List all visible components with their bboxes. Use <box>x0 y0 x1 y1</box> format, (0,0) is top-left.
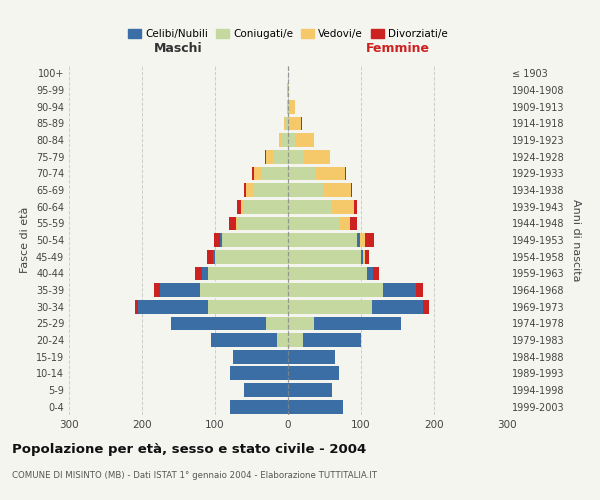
Bar <box>287 83 288 97</box>
Bar <box>214 233 220 247</box>
Bar <box>253 183 288 197</box>
Bar <box>244 200 288 213</box>
Bar <box>236 216 238 230</box>
Bar <box>288 300 372 314</box>
Bar <box>202 266 208 280</box>
Bar <box>304 150 329 164</box>
Bar <box>339 216 350 230</box>
Bar <box>288 250 361 264</box>
Bar <box>372 300 423 314</box>
Bar <box>365 233 374 247</box>
Bar <box>354 200 358 213</box>
Bar <box>350 216 358 230</box>
Bar <box>302 333 361 347</box>
Bar <box>288 150 304 164</box>
Bar <box>208 266 288 280</box>
Bar <box>238 216 288 230</box>
Bar <box>332 200 354 213</box>
Text: Popolazione per età, sesso e stato civile - 2004: Popolazione per età, sesso e stato civil… <box>12 442 366 456</box>
Bar <box>252 166 254 180</box>
Bar <box>301 116 302 130</box>
Bar <box>288 100 289 114</box>
Bar <box>288 83 289 97</box>
Bar <box>289 100 295 114</box>
Bar <box>288 200 332 213</box>
Bar <box>365 250 369 264</box>
Bar <box>329 150 331 164</box>
Bar <box>277 333 288 347</box>
Bar <box>223 233 288 247</box>
Bar <box>229 216 236 230</box>
Bar <box>423 300 429 314</box>
Bar <box>295 133 314 147</box>
Text: Maschi: Maschi <box>154 42 203 54</box>
Bar <box>171 316 266 330</box>
Bar <box>244 183 245 197</box>
Bar <box>233 350 288 364</box>
Bar <box>215 250 288 264</box>
Bar <box>290 116 301 130</box>
Bar <box>134 300 139 314</box>
Bar <box>363 250 365 264</box>
Bar <box>265 150 266 164</box>
Bar <box>230 400 288 413</box>
Bar <box>288 266 367 280</box>
Bar <box>288 133 295 147</box>
Bar <box>288 350 335 364</box>
Bar <box>288 183 323 197</box>
Bar <box>284 116 286 130</box>
Bar <box>288 383 332 397</box>
Text: COMUNE DI MISINTO (MB) - Dati ISTAT 1° gennaio 2004 - Elaborazione TUTTITALIA.IT: COMUNE DI MISINTO (MB) - Dati ISTAT 1° g… <box>12 471 377 480</box>
Bar <box>160 283 200 297</box>
Bar <box>241 200 244 213</box>
Bar <box>288 233 358 247</box>
Bar <box>200 283 288 297</box>
Bar <box>254 166 262 180</box>
Bar <box>323 183 351 197</box>
Bar <box>358 233 359 247</box>
Bar <box>139 300 208 314</box>
Bar <box>373 266 379 280</box>
Bar <box>220 233 223 247</box>
Y-axis label: Anni di nascita: Anni di nascita <box>571 198 581 281</box>
Bar <box>288 166 316 180</box>
Bar <box>208 300 288 314</box>
Bar <box>361 250 363 264</box>
Bar <box>266 150 274 164</box>
Legend: Celibi/Nubili, Coniugati/e, Vedovi/e, Divorziati/e: Celibi/Nubili, Coniugati/e, Vedovi/e, Di… <box>124 24 452 44</box>
Bar <box>316 166 345 180</box>
Bar <box>237 200 241 213</box>
Bar <box>207 250 213 264</box>
Bar <box>282 133 288 147</box>
Bar <box>245 183 253 197</box>
Bar <box>288 400 343 413</box>
Bar <box>278 133 282 147</box>
Bar <box>194 266 202 280</box>
Bar <box>262 166 288 180</box>
Bar <box>213 250 215 264</box>
Bar <box>286 116 288 130</box>
Bar <box>288 216 339 230</box>
Bar <box>230 366 288 380</box>
Bar <box>288 333 302 347</box>
Bar <box>288 116 290 130</box>
Bar <box>154 283 160 297</box>
Bar <box>314 316 401 330</box>
Bar <box>367 266 373 280</box>
Bar <box>416 283 423 297</box>
Bar <box>288 366 339 380</box>
Bar <box>211 333 277 347</box>
Bar <box>244 383 288 397</box>
Bar <box>287 100 288 114</box>
Bar <box>274 150 288 164</box>
Bar <box>351 183 352 197</box>
Text: Femmine: Femmine <box>365 42 430 54</box>
Bar <box>288 283 383 297</box>
Bar <box>383 283 416 297</box>
Bar <box>359 233 365 247</box>
Bar <box>288 316 314 330</box>
Bar <box>345 166 346 180</box>
Y-axis label: Fasce di età: Fasce di età <box>20 207 30 273</box>
Bar <box>266 316 288 330</box>
